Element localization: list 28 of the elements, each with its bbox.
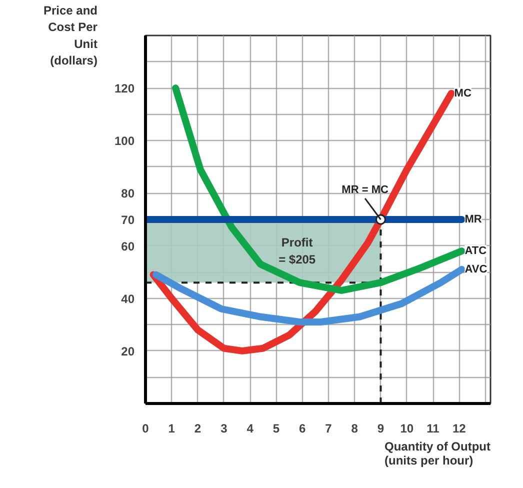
y-tick-label: 40: [121, 292, 135, 306]
x-tick-label: 9: [377, 422, 384, 436]
y-tick-label: 120: [114, 82, 135, 96]
annotation: MR = MC: [342, 184, 388, 196]
x-tick-label: 10: [400, 422, 414, 436]
y-tick-label: 20: [121, 344, 135, 358]
x-tick-label: 0: [142, 422, 150, 436]
y-tick-label: 100: [114, 134, 135, 148]
x-tick-label: 7: [325, 422, 332, 436]
y-tick-label: 80: [121, 186, 135, 201]
series-label: AVC: [464, 263, 488, 276]
y-axis-title: Price and Cost Per Unit (dollars): [43, 3, 98, 68]
x-tick-label: 6: [298, 422, 306, 436]
x-tick-label: 12: [452, 422, 466, 436]
y-tick-label: 70: [121, 213, 135, 227]
x-tick-label: 1: [168, 422, 176, 436]
x-tick-label: 3: [220, 422, 228, 436]
series-label: MR: [464, 214, 482, 226]
x-tick-label: 8: [351, 422, 358, 436]
x-tick-label: 2: [194, 422, 202, 436]
x-axis-title: Quantity of Output (units per hour): [384, 440, 491, 468]
x-tick-label: 5: [272, 422, 280, 436]
x-tick-label: 4: [246, 422, 254, 436]
series-label: MC: [454, 87, 472, 100]
band-label: Profit = $205: [278, 236, 316, 266]
y-tick-label: 60: [121, 239, 135, 254]
x-tick-label: 11: [426, 422, 440, 436]
series-label: ATC: [464, 245, 487, 258]
